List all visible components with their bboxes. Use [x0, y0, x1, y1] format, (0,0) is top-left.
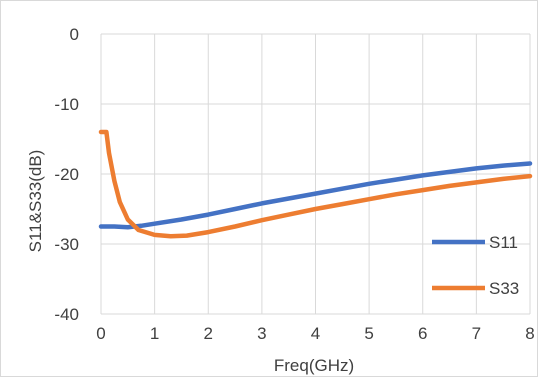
chart-grid [100, 33, 531, 315]
y-tick-label: -10 [54, 95, 79, 114]
legend-label-s33: S33 [489, 279, 519, 298]
y-tick-label: -30 [54, 235, 79, 254]
x-axis-tick-labels: 0 1 2 3 4 5 6 7 8 [96, 324, 534, 343]
x-tick-label: 4 [311, 324, 320, 343]
series-line-s33 [98, 129, 533, 239]
x-tick-label: 1 [150, 324, 159, 343]
y-tick-label: 0 [70, 25, 79, 44]
x-tick-label: 5 [364, 324, 373, 343]
x-tick-label: 2 [204, 324, 213, 343]
y-axis-tick-labels: 0 -10 -20 -30 -40 [54, 25, 79, 324]
x-tick-label: 8 [525, 324, 534, 343]
y-axis-label: S11&S33(dB) [26, 150, 45, 253]
x-tick-label: 3 [257, 324, 266, 343]
x-tick-label: 6 [418, 324, 427, 343]
x-tick-label: 7 [472, 324, 481, 343]
y-tick-label: -40 [54, 305, 79, 324]
y-tick-label: -20 [54, 165, 79, 184]
chart-legend: S11 S33 [432, 233, 519, 298]
x-axis-label: Freq(GHz) [274, 356, 354, 375]
legend-label-s11: S11 [489, 233, 518, 252]
series-line-s11 [98, 161, 533, 230]
x-tick-label: 0 [96, 324, 105, 343]
chart-series [98, 129, 533, 239]
